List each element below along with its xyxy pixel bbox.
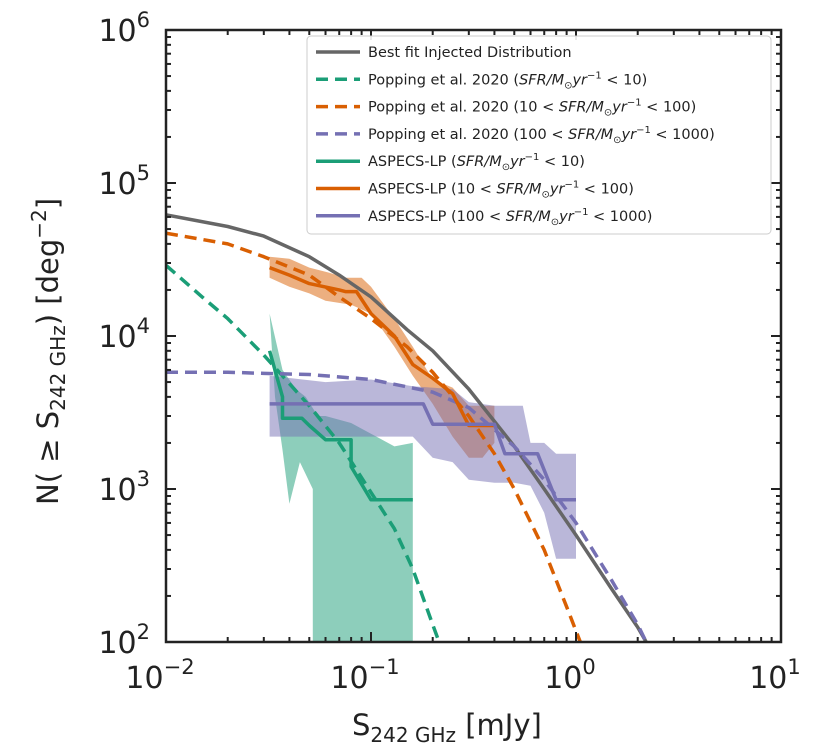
- legend-box: [306, 35, 772, 235]
- legend-label-popping-mid: Popping et al. 2020 (10 < SFR/M⊙yr−1 < 1…: [368, 98, 696, 119]
- series-popping-high: [166, 370, 648, 642]
- x-tick-label: 101: [749, 655, 801, 696]
- legend-label-best-fit: Best fit Injected Distribution: [368, 45, 572, 61]
- tick-labels: 10−2 10−1 100 101 102 103 104 105 106: [98, 8, 800, 696]
- legend-label-popping-high: Popping et al. 2020 (100 < SFR/M⊙yr−1 < …: [368, 125, 715, 146]
- x-axis-label: S242 GHz [mJy]: [352, 708, 542, 747]
- series-aspecs-mid: [268, 265, 495, 428]
- x-tick-label: 10−2: [125, 655, 194, 696]
- series-best-fit: [166, 213, 648, 642]
- series-lines: [166, 213, 648, 642]
- uncertainty-bands: [269, 256, 576, 642]
- y-tick-label: 104: [98, 314, 150, 355]
- legend-label-aspecs-high: ASPECS-LP (100 < SFR/M⊙yr−1 < 1000): [368, 207, 652, 228]
- legend-label-aspecs-low: ASPECS-LP (SFR/M⊙yr−1 < 10): [368, 152, 585, 173]
- x-tick-label: 100: [544, 655, 596, 696]
- series-aspecs-low: [267, 350, 413, 502]
- series-popping-low: [166, 263, 441, 642]
- y-tick-label: 106: [98, 8, 150, 49]
- series-popping-mid: [166, 231, 582, 642]
- y-tick-label: 105: [98, 161, 150, 202]
- plot-frame: [164, 28, 783, 644]
- legend-label-aspecs-mid: ASPECS-LP (10 < SFR/M⊙yr−1 < 100): [368, 180, 634, 201]
- x-tick-label: 10−1: [330, 655, 399, 696]
- legend: Best fit Injected Distribution Popping et…: [306, 35, 772, 235]
- y-tick-label: 103: [98, 467, 150, 508]
- band-high: [269, 375, 576, 559]
- series-aspecs-high: [269, 402, 576, 502]
- y-axis-label: N( ≥ S242 GHz) [deg−2]: [27, 198, 70, 505]
- y-tick-label: 102: [98, 620, 150, 661]
- legend-label-popping-low: Popping et al. 2020 (SFR/M⊙yr−1 < 10): [368, 70, 647, 91]
- band-low: [269, 313, 413, 642]
